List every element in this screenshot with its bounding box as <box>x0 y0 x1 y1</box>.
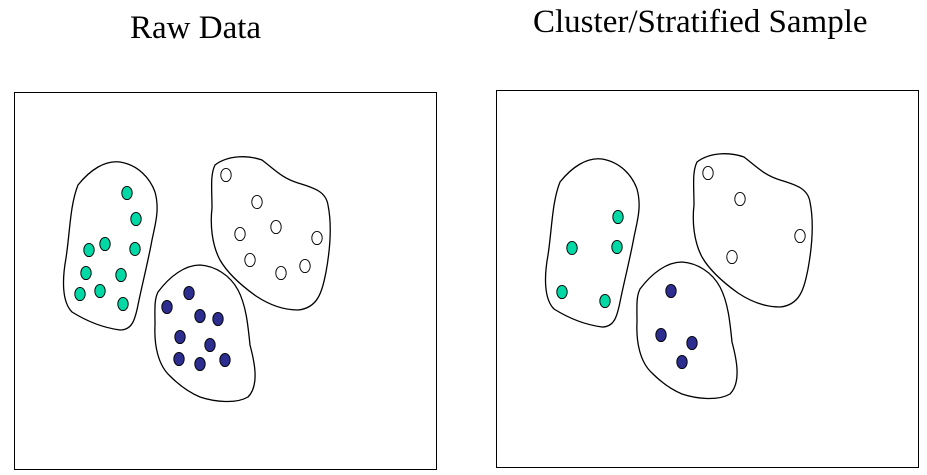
raw-white-point <box>220 167 232 183</box>
sample-white-cluster <box>692 153 813 308</box>
sample-title: Cluster/Stratified Sample <box>533 4 868 40</box>
sample-navy-point <box>686 335 698 351</box>
raw-navy-point <box>194 356 206 372</box>
sample-green-point <box>611 239 623 255</box>
raw-green-point <box>80 265 92 281</box>
sample-green-cluster <box>544 158 640 328</box>
raw-white-point <box>244 252 256 268</box>
raw-white-point <box>311 230 323 246</box>
raw-green-point <box>130 211 142 227</box>
raw-navy-point <box>219 352 231 368</box>
sample-green-point <box>566 240 578 256</box>
sample-green-point <box>599 293 611 309</box>
raw-green-cluster <box>62 161 158 331</box>
raw-navy-point <box>194 308 206 324</box>
sample-navy-cluster <box>636 261 738 400</box>
sample-white-point <box>734 191 746 207</box>
sample-green-point <box>556 284 568 300</box>
sample-navy-point <box>665 283 677 299</box>
sample-white-point <box>726 249 738 265</box>
raw-green-point <box>74 286 86 302</box>
raw-green-point <box>83 242 95 258</box>
raw-white-cluster <box>210 156 331 311</box>
raw-white-point <box>270 219 282 235</box>
raw-white-point <box>251 194 263 210</box>
sample-navy-point <box>676 354 688 370</box>
raw-green-point <box>129 241 141 257</box>
sample-white-point <box>702 165 714 181</box>
raw-green-point <box>94 283 106 299</box>
raw-navy-point <box>174 329 186 345</box>
raw-green-point <box>115 267 127 283</box>
raw-navy-point <box>161 299 173 315</box>
raw-navy-point <box>173 351 185 367</box>
raw-white-point <box>234 226 246 242</box>
raw-white-point <box>299 258 311 274</box>
raw-navy-point <box>204 337 216 353</box>
sample-navy-point <box>655 327 667 343</box>
raw-green-point <box>117 296 129 312</box>
raw-navy-cluster <box>154 264 256 403</box>
raw-white-point <box>275 265 287 281</box>
sample-green-point <box>612 209 624 225</box>
sample-white-point <box>794 228 806 244</box>
sample-panel <box>496 90 919 468</box>
raw-green-point <box>99 236 111 252</box>
raw-navy-point <box>183 285 195 301</box>
raw-data-panel <box>14 92 437 470</box>
raw-green-point <box>121 185 133 201</box>
raw-navy-point <box>212 311 224 327</box>
raw-data-title: Raw Data <box>130 10 262 46</box>
